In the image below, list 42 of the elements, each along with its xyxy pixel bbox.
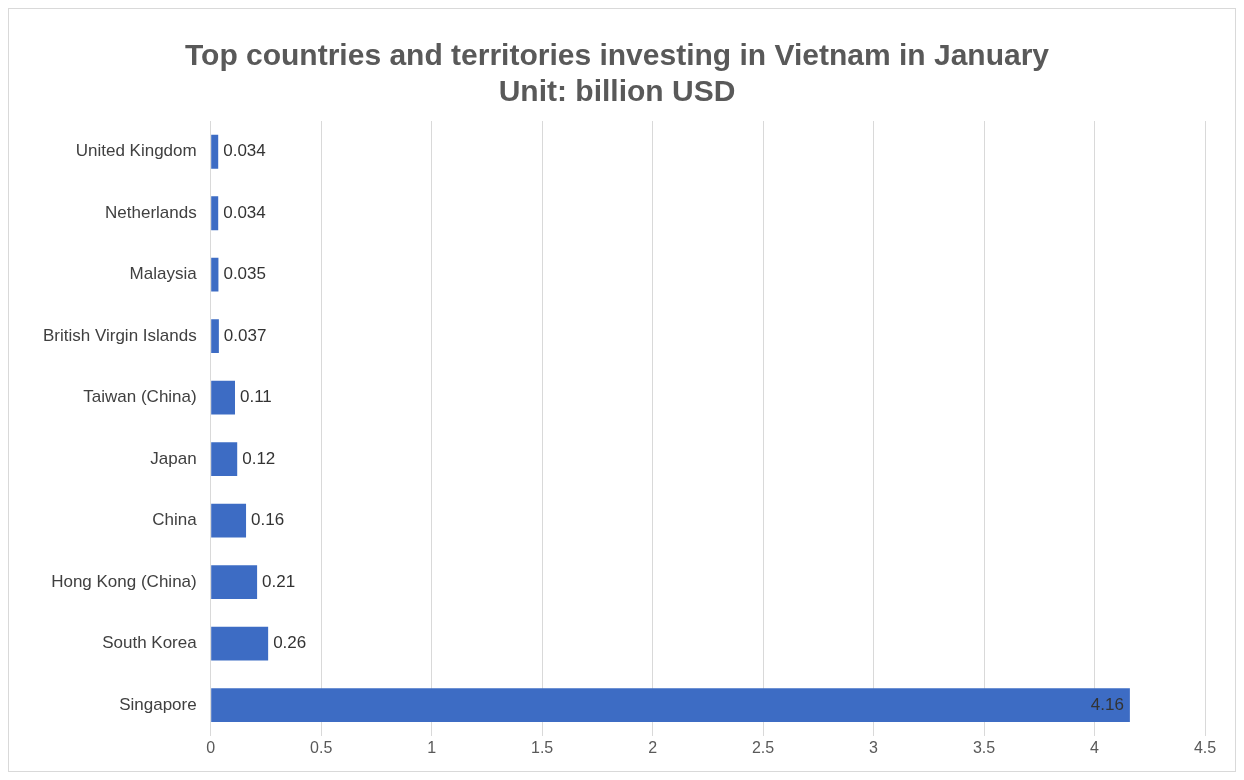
x-tick-label: 2 [648,738,658,756]
x-tick-label: 4.5 [1193,738,1217,756]
bar [211,380,235,415]
x-tick-label: 2.5 [751,738,775,756]
chart-title: Top countries and territories investing in Vietnam in January [184,38,1050,72]
data-label: 0.12 [242,448,276,468]
y-tick-label: South Korea [102,633,198,653]
data-label: 4.16 [1090,694,1124,714]
x-tick-label: 1 [427,738,437,756]
x-tick-label: 4 [1090,738,1100,756]
x-tick-label: 0.5 [310,738,333,756]
bar [211,134,219,169]
bar [211,319,219,354]
data-label: 0.034 [223,202,266,222]
data-label: 0.035 [223,264,266,284]
y-tick-label: United Kingdom [75,141,197,161]
bar [211,688,1130,722]
y-tick-label: Singapore [119,694,197,714]
y-tick-label: Hong Kong (China) [51,571,197,591]
y-tick-label: China [152,510,198,530]
data-label: 0.26 [273,633,307,653]
y-tick-label: Taiwan (China) [83,387,197,407]
y-tick-label: Netherlands [105,202,197,222]
x-tick-label: 1.5 [531,738,554,756]
x-tick-label: 0 [206,738,216,756]
y-tick-label: Malaysia [129,264,198,284]
bar [211,503,247,538]
bar [211,565,258,600]
bar [211,196,219,231]
x-tick-label: 3 [869,738,879,756]
bar [211,626,269,661]
y-tick-label: Japan [150,448,197,468]
data-label: 0.16 [251,510,285,530]
data-label: 0.034 [223,141,266,161]
chart-subtitle: Unit: billion USD [498,74,736,108]
x-tick-label: 3.5 [972,738,996,756]
data-label: 0.21 [262,571,296,591]
y-tick-label: British Virgin Islands [42,325,197,345]
bar [211,442,238,477]
data-label: 0.11 [240,387,272,407]
data-label: 0.037 [223,325,267,345]
bar [211,257,219,292]
